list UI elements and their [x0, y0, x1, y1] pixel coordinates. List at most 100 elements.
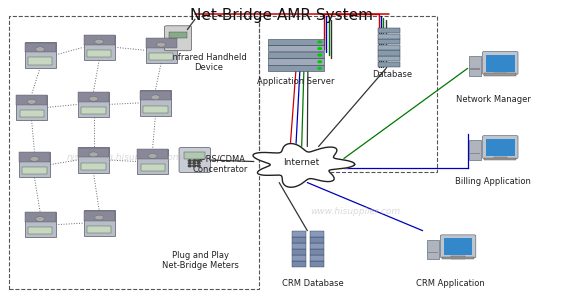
Bar [310, 255, 324, 261]
Bar [78, 148, 109, 157]
Bar [494, 157, 507, 159]
Bar [484, 158, 516, 160]
Bar [140, 164, 165, 171]
Bar [143, 105, 168, 113]
Bar [378, 45, 400, 50]
Bar [494, 73, 507, 75]
Bar [310, 231, 324, 237]
Circle shape [148, 153, 157, 158]
Bar [81, 107, 105, 114]
Bar [378, 62, 400, 67]
Bar [19, 152, 50, 162]
Polygon shape [253, 143, 355, 187]
Bar [378, 34, 400, 39]
Circle shape [27, 99, 36, 104]
Bar [268, 52, 324, 58]
Text: Internet: Internet [284, 158, 320, 167]
Bar [427, 240, 439, 259]
Text: Database: Database [372, 70, 412, 79]
Bar [292, 237, 306, 243]
FancyBboxPatch shape [25, 42, 55, 68]
Bar [451, 256, 465, 259]
Circle shape [188, 162, 191, 164]
Bar [378, 39, 400, 44]
Bar [25, 43, 55, 52]
FancyBboxPatch shape [78, 147, 109, 173]
Bar [292, 231, 306, 237]
Bar [378, 56, 400, 61]
Bar [292, 249, 306, 255]
Text: CRM Application: CRM Application [416, 279, 485, 288]
Bar [87, 226, 111, 233]
Bar [378, 28, 400, 33]
Bar [484, 73, 516, 76]
Text: njsannong.hisupplier.com: njsannong.hisupplier.com [67, 153, 182, 162]
FancyBboxPatch shape [483, 136, 518, 159]
Bar [310, 249, 324, 255]
Bar [268, 65, 324, 71]
Circle shape [193, 165, 196, 167]
Bar [184, 152, 205, 159]
Text: Infrared Handheld
Device: Infrared Handheld Device [170, 53, 247, 72]
Bar [268, 45, 324, 52]
Bar [83, 211, 114, 220]
Text: Network Manager: Network Manager [456, 95, 530, 104]
Bar [442, 257, 474, 259]
Circle shape [318, 54, 321, 56]
Text: Net-Bridge AMR System: Net-Bridge AMR System [191, 8, 373, 23]
Circle shape [318, 67, 321, 69]
Bar [310, 243, 324, 249]
FancyBboxPatch shape [165, 26, 191, 51]
Bar [470, 153, 481, 154]
Circle shape [89, 152, 98, 157]
Bar [9, 16, 259, 289]
Bar [428, 252, 438, 253]
FancyBboxPatch shape [83, 34, 114, 60]
Bar [378, 50, 400, 56]
Text: GPRS/CDMA
Concentrator: GPRS/CDMA Concentrator [192, 155, 248, 174]
Bar [78, 92, 109, 102]
Circle shape [188, 160, 191, 161]
Text: Billing Application: Billing Application [455, 177, 531, 185]
FancyBboxPatch shape [440, 235, 476, 258]
Bar [469, 140, 482, 160]
FancyBboxPatch shape [19, 152, 50, 177]
Bar [146, 38, 177, 48]
Bar [469, 56, 482, 76]
Bar [28, 57, 52, 65]
Bar [470, 68, 481, 70]
Circle shape [30, 156, 39, 161]
Text: Plug and Play
Net-Bridge Meters: Plug and Play Net-Bridge Meters [162, 251, 239, 270]
Circle shape [193, 160, 196, 161]
Bar [16, 95, 47, 105]
Text: www.hisupplier.com: www.hisupplier.com [310, 207, 400, 216]
Bar [20, 110, 44, 117]
Circle shape [89, 96, 98, 101]
FancyBboxPatch shape [483, 52, 518, 74]
Bar [292, 261, 306, 267]
Bar [149, 53, 173, 60]
Text: CRM Database: CRM Database [282, 279, 344, 288]
Circle shape [36, 47, 45, 52]
Bar [23, 167, 47, 174]
Circle shape [36, 217, 45, 221]
Bar [140, 91, 171, 100]
FancyBboxPatch shape [25, 212, 55, 237]
Bar [292, 243, 306, 249]
Bar [292, 255, 306, 261]
Circle shape [151, 95, 160, 100]
Bar [28, 227, 52, 234]
Bar [268, 39, 324, 45]
Circle shape [193, 162, 196, 164]
Circle shape [318, 41, 321, 43]
Circle shape [95, 215, 104, 220]
Circle shape [95, 39, 104, 44]
Bar [259, 16, 437, 172]
FancyBboxPatch shape [146, 37, 177, 63]
Circle shape [197, 160, 200, 161]
Bar [486, 139, 514, 156]
Bar [444, 238, 473, 255]
Circle shape [318, 61, 321, 63]
Bar [25, 212, 55, 222]
Bar [81, 163, 105, 170]
